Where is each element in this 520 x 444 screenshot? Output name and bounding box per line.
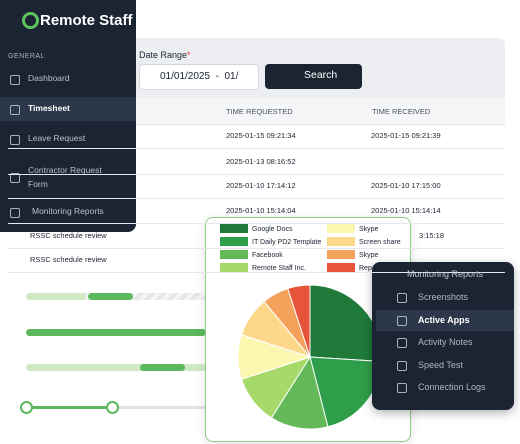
dropdown-item[interactable]: Screenshots [418,292,469,302]
sidebar-icon [10,75,20,85]
table-cell: 2025-01-15 09:21:39 [371,131,441,140]
dropdown-icon [397,383,407,393]
sidebar-item[interactable]: Monitoring Reports [32,206,104,216]
legend-label: IT Daily PD2 Template [252,239,321,246]
search-button[interactable] [265,64,362,89]
logo-icon [22,12,39,29]
sidebar-icon [10,105,20,115]
table-cell: RSSC schedule review [30,255,107,264]
dropdown-item[interactable]: Activity Notes [418,337,473,347]
row-divider [8,223,505,224]
table-cell: 2025-01-10 15:14:04 [226,206,296,215]
sidebar-item[interactable]: Dashboard [28,73,70,83]
legend-swatch [327,224,355,233]
dropdown-icon [397,293,407,303]
sidebar-icon [10,208,20,218]
legend-swatch [327,237,355,246]
table-cell: 3:15:18 [419,231,445,240]
search-label[interactable]: Search [304,69,338,81]
dropdown-item[interactable]: Connection Logs [418,382,486,392]
table-cell: 2025-01-10 15:14:14 [371,206,441,215]
row-divider [8,198,505,199]
dropdown-icon [397,360,407,371]
legend-swatch [220,250,248,259]
legend-swatch [220,237,248,246]
row-divider [8,272,505,273]
dropdown-active [376,310,514,331]
pie-slice [287,284,311,358]
progress-track [26,364,206,371]
dropdown-icon [397,338,407,348]
table-cell: 2025-01-10 17:14:12 [226,181,296,190]
legend-label: Remote Staff Inc. [252,265,306,272]
legend-label: Skype [359,252,379,259]
progress-fill [26,329,206,336]
section-label: GENERAL [8,53,45,60]
legend-label: Screen share [359,239,401,246]
table-cell: 2025-01-15 09:21:34 [226,131,296,140]
legend-swatch [327,250,355,259]
timeline-fill [26,406,112,409]
dropdown-title[interactable]: Monitoring Reports [407,269,484,279]
date-input[interactable] [139,64,259,90]
legend-label: Google Docs [252,226,293,233]
row-divider [8,174,505,175]
legend-label: Facebook [252,252,283,259]
progress-fill [26,293,86,300]
progress-fill [140,364,185,371]
sidebar-item[interactable]: Contractor Request Form [28,165,102,189]
dropdown-item[interactable]: Speed Test [418,359,463,370]
legend-swatch [220,224,248,233]
row-divider [8,248,505,249]
sidebar-item[interactable]: Timesheet [28,103,70,113]
legend-label: Skype [359,226,379,233]
filter-label: Date Range [139,50,188,60]
row-divider [8,148,505,149]
timeline-dot [106,401,119,414]
sidebar-icon [10,135,20,145]
dropdown-icon [397,315,407,326]
dropdown [372,262,514,410]
sidebar-item[interactable]: Leave Request [28,133,86,143]
progress-fill [88,293,133,300]
table-cell: RSSC schedule review [30,231,107,240]
timeline-dot [20,401,33,414]
legend-label: Rep [359,265,372,272]
sidebar-icon [10,173,20,183]
logo-text: Remote Staff [40,12,133,29]
table-cell: 2025-01-13 08:16:52 [226,157,296,166]
table-header: TIME RECEIVED [372,107,431,116]
table-header: TIME REQUESTED [226,107,293,116]
legend-swatch [220,263,248,272]
sidebar-active [0,97,136,121]
table-cell: 2025-01-10 17:15:00 [371,181,441,190]
pie-slice [270,355,329,430]
dropdown-item[interactable]: Active Apps [418,314,470,325]
required-mark: * [187,50,191,60]
date-value[interactable]: 01/01/2025 - 01/ [160,71,239,82]
legend-swatch [327,263,355,272]
